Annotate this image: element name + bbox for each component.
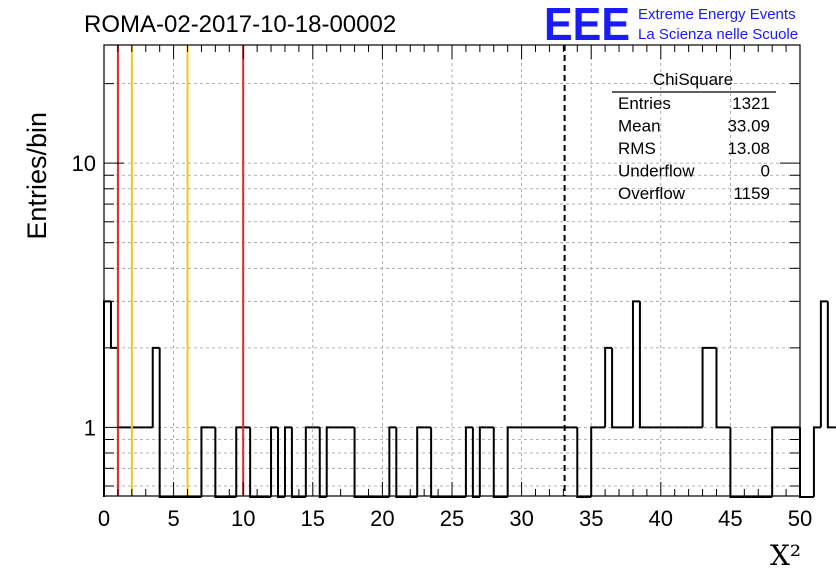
eee-logo: EEE Extreme Energy Events La Scienza nel… xyxy=(544,0,798,50)
x-tick-label: 40 xyxy=(649,506,673,531)
x-tick-label: 50 xyxy=(788,506,812,531)
histogram-bin xyxy=(200,426,209,497)
histogram-bin xyxy=(283,426,292,497)
histogram-bin xyxy=(590,426,599,497)
x-tick-label: 10 xyxy=(231,506,255,531)
y-tick-label: 1 xyxy=(84,415,96,440)
x-tick-labels: 0 5 10 15 20 25 30 35 40 45 50 xyxy=(98,506,812,531)
histogram-bin xyxy=(819,300,828,428)
stats-label: Overflow xyxy=(618,184,686,203)
histogram-bin xyxy=(611,347,620,429)
histogram-bin xyxy=(576,427,585,498)
x-axis-label: X² xyxy=(770,539,801,572)
histogram-bin xyxy=(388,426,397,497)
stats-value: 0 xyxy=(761,162,770,181)
marker-lines xyxy=(116,45,566,496)
stats-title: ChiSquare xyxy=(653,70,733,89)
histogram-bin xyxy=(318,427,327,498)
histogram-bin xyxy=(506,426,515,497)
grid xyxy=(104,45,800,496)
histogram-bin xyxy=(151,346,160,428)
stats-label: Entries xyxy=(618,94,671,113)
histogram-bin xyxy=(604,346,613,428)
stats-value: 1321 xyxy=(732,94,770,113)
stats-value: 13.08 xyxy=(727,139,770,158)
histogram-series xyxy=(103,300,836,498)
stats-label: RMS xyxy=(618,139,656,158)
histogram-bin xyxy=(235,426,244,497)
histogram-bin xyxy=(249,427,258,498)
histogram-bin xyxy=(325,426,334,497)
histogram-bin xyxy=(631,300,640,428)
stats-value: 33.09 xyxy=(727,117,770,136)
y-tick-label: 10 xyxy=(72,151,96,176)
logo-line2: La Scienza nelle Scuole xyxy=(638,26,798,43)
histogram-bin xyxy=(826,301,835,429)
stats-value: 1159 xyxy=(733,184,770,203)
histogram-bin xyxy=(270,426,278,497)
histogram-bin xyxy=(430,427,439,498)
x-tick-label: 45 xyxy=(718,506,742,531)
histogram-bin xyxy=(103,300,111,497)
histogram-bin xyxy=(701,346,710,428)
histogram-bin xyxy=(492,427,501,498)
stats-label: Mean xyxy=(618,117,661,136)
x-tick-label: 30 xyxy=(509,506,533,531)
x-tick-label: 20 xyxy=(370,506,394,531)
histogram-bin xyxy=(471,427,480,498)
histogram-bin xyxy=(464,426,473,497)
histogram-bin xyxy=(290,427,299,498)
histogram-bin xyxy=(158,347,167,498)
x-tick-label: 5 xyxy=(167,506,179,531)
chart-title: ROMA-02-2017-10-18-00002 xyxy=(84,11,396,38)
histogram-bin xyxy=(812,426,821,497)
histogram-bin xyxy=(353,427,362,498)
histogram-bin xyxy=(478,426,487,497)
x-tick-label: 35 xyxy=(579,506,603,531)
axis-ticks xyxy=(103,45,801,496)
histogram-bin xyxy=(214,427,223,498)
histogram-bin xyxy=(109,301,118,349)
histogram-bin xyxy=(715,347,724,429)
histogram-bin xyxy=(395,427,404,498)
histogram-bin xyxy=(416,426,425,497)
stats-box: ChiSquare Entries 1321 Mean 33.09 RMS 13.08 Un… xyxy=(612,70,776,203)
histogram-bin xyxy=(277,427,285,498)
histogram-bin xyxy=(729,427,738,498)
x-tick-label: 15 xyxy=(301,506,325,531)
x-tick-label: 25 xyxy=(440,506,464,531)
histogram-bin xyxy=(304,426,313,497)
eee-logo-mark: EEE xyxy=(544,0,630,50)
logo-line1: Extreme Energy Events xyxy=(638,6,796,23)
x-tick-label: 0 xyxy=(98,506,110,531)
histogram-bin xyxy=(771,426,780,497)
histogram-bin xyxy=(799,427,807,498)
y-axis-label: Entries/bin xyxy=(22,112,52,240)
stats-label: Underflow xyxy=(618,162,695,181)
histogram-bin xyxy=(116,347,125,429)
histogram-bin xyxy=(638,301,647,429)
y-tick-labels: 1 10 xyxy=(72,151,96,440)
